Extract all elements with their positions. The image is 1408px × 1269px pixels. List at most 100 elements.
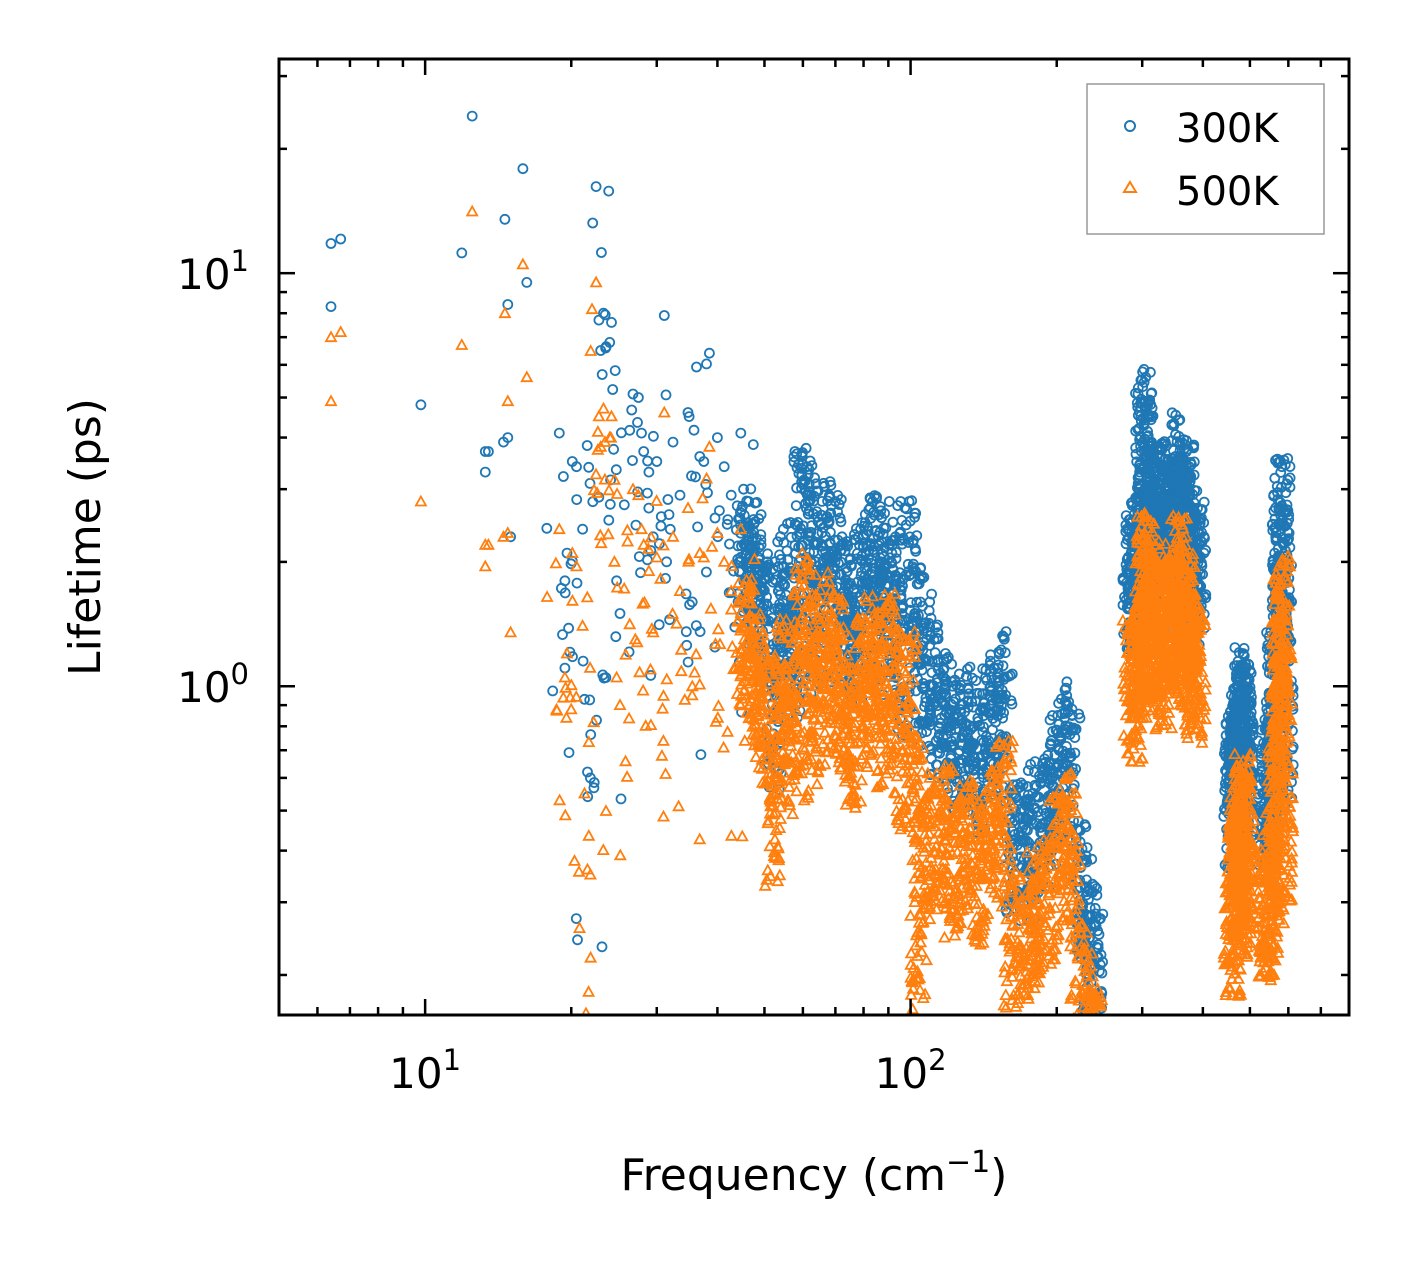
data-point-300k (615, 793, 627, 805)
data-point-300k (502, 299, 514, 310)
data-point-300k (598, 307, 609, 319)
data-point-300k (903, 619, 914, 631)
data-point-300k (829, 569, 841, 581)
data-point-300k (725, 489, 737, 501)
data-point-300k (596, 247, 607, 258)
data-point-300k (876, 512, 887, 524)
data-point-300k (596, 369, 608, 380)
data-point-300k (890, 547, 902, 558)
data-point-300k (867, 544, 879, 556)
data-point-300k (734, 566, 745, 578)
data-point-300k (563, 622, 574, 634)
data-point-300k (479, 466, 491, 478)
data-point-300k (796, 448, 808, 460)
data-point-300k (825, 479, 837, 491)
data-point-300k (841, 566, 853, 578)
data-point-300k (626, 404, 638, 416)
data-point-300k (832, 506, 843, 518)
data-point-300k (802, 489, 814, 501)
data-point-300k (572, 934, 583, 946)
data-point-300k (577, 523, 588, 535)
data-point-300k (683, 411, 695, 423)
data-point-300k (835, 516, 847, 528)
data-point-300k (778, 560, 790, 572)
data-point-300k (761, 566, 772, 578)
data-point-300k (596, 941, 608, 953)
data-point-300k (895, 526, 906, 538)
data-point-300k (841, 577, 853, 589)
data-point-300k (910, 507, 922, 519)
data-point-300k (803, 463, 815, 475)
data-point-300k (773, 561, 784, 572)
data-point-300k (856, 566, 867, 578)
data-point-300k (599, 309, 611, 321)
data-point-300k (614, 608, 626, 619)
data-point-300k (674, 489, 686, 501)
data-point-300k (686, 596, 698, 608)
data-point-300k (899, 502, 911, 514)
data-point-300k (875, 505, 887, 517)
data-point-300k (917, 682, 928, 693)
data-point-300k (896, 515, 908, 526)
data-point-300k (603, 514, 615, 526)
data-point-300k (577, 655, 589, 667)
data-point-300k (761, 598, 772, 610)
data-point-300k (662, 494, 674, 505)
data-point-300k (658, 310, 670, 321)
data-point-300k (930, 621, 942, 633)
data-point-300k (633, 392, 644, 403)
data-point-300k (884, 538, 896, 549)
data-point-300k (887, 564, 899, 576)
data-point-300k (835, 494, 847, 505)
data-point-300k (795, 523, 806, 534)
data-point-300k (801, 502, 812, 514)
data-point-300k (805, 526, 817, 538)
data-point-300k (883, 539, 895, 551)
data-point-300k (482, 446, 494, 457)
data-point-300k (499, 213, 511, 225)
data-point-300k (712, 432, 723, 444)
data-point-300k (774, 598, 785, 610)
data-point-300k (559, 587, 571, 599)
data-point-300k (692, 521, 703, 533)
data-point-300k (756, 582, 767, 593)
data-point-300k (736, 504, 747, 516)
data-point-300k (823, 491, 835, 503)
data-point-300k (778, 568, 790, 580)
data-point-300k (603, 185, 615, 197)
data-point-300k (684, 599, 695, 611)
data-point-300k (926, 588, 937, 600)
data-point-300k (325, 301, 337, 313)
data-point-300k (721, 518, 733, 530)
data-point-300k (902, 558, 914, 570)
data-point-300k (643, 502, 655, 514)
data-point-300k (910, 545, 922, 557)
data-point-300k (923, 605, 935, 616)
data-point-300k (664, 523, 676, 535)
data-point-300k (541, 522, 553, 534)
data-point-300k (868, 532, 879, 544)
data-point-300k (761, 591, 772, 603)
data-point-300k (648, 430, 659, 442)
data-point-300k (610, 464, 622, 476)
data-point-300k (584, 694, 596, 706)
data-point-300k (914, 573, 926, 585)
data-point-300k (547, 685, 559, 697)
data-layer (324, 110, 1300, 1015)
data-point-300k (690, 471, 701, 483)
data-point-300k (745, 483, 757, 495)
data-point-300k (877, 528, 889, 540)
data-point-300k (325, 238, 337, 249)
data-point-300k (924, 713, 935, 725)
data-point-300k (747, 439, 759, 451)
data-point-300k (915, 563, 926, 574)
data-point-300k (609, 365, 621, 377)
data-point-300k (587, 217, 599, 229)
data-point-300k (610, 631, 622, 643)
data-point-300k (775, 554, 787, 565)
data-point-300k (582, 766, 593, 778)
data-point-300k (663, 509, 675, 520)
data-point-300k (828, 563, 840, 574)
data-point-300k (690, 620, 702, 631)
